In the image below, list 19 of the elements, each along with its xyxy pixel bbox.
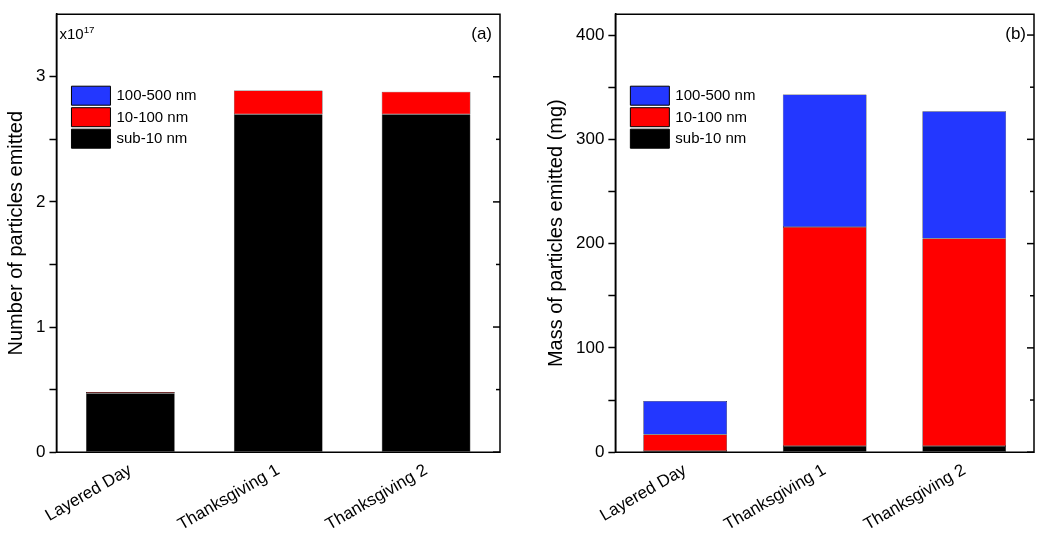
annotation: (b) (1005, 24, 1026, 44)
y-tick-label: 400 (575, 24, 605, 44)
y-axis-title: Number of particles emitted (3, 110, 26, 356)
legend-label: 10-100 nm (116, 107, 189, 125)
legend-label: 10-100 nm (675, 107, 748, 125)
y-tick-label: 1 (35, 316, 46, 336)
legend-label: sub-10 nm (116, 129, 188, 147)
y-tick-label: 300 (575, 129, 605, 149)
legend-label: 100-500 nm (116, 86, 197, 104)
legend-label: sub-10 nm (675, 129, 747, 147)
legend-label: 100-500 nm (675, 86, 756, 104)
y-tick-label: 0 (35, 441, 46, 461)
y-tick-label: 3 (35, 66, 46, 86)
y-axis-title: Mass of particles emitted (mg) (543, 99, 566, 368)
y-tick-label: 100 (575, 337, 605, 357)
annotation: (a) (471, 24, 492, 44)
y-tick-label: 0 (594, 441, 605, 461)
y-tick-label: 200 (575, 233, 605, 253)
y-tick-label: 2 (35, 191, 46, 211)
